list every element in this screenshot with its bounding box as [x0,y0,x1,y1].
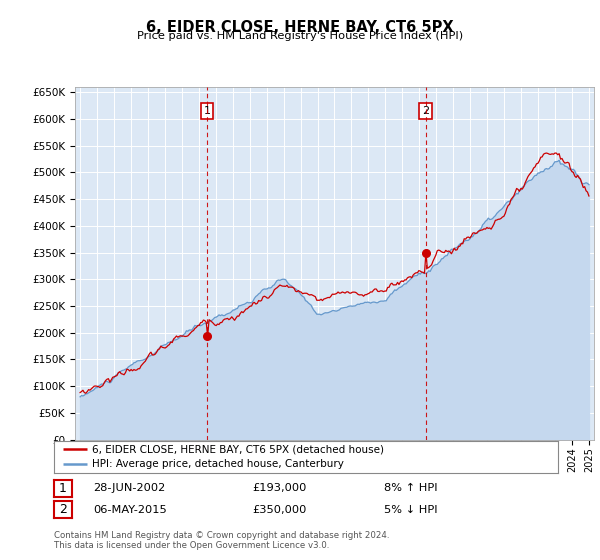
Text: 28-JUN-2002: 28-JUN-2002 [93,483,165,493]
Text: HPI: Average price, detached house, Canterbury: HPI: Average price, detached house, Cant… [92,459,344,469]
Text: 1: 1 [59,482,67,495]
Text: Price paid vs. HM Land Registry's House Price Index (HPI): Price paid vs. HM Land Registry's House … [137,31,463,41]
Text: 2: 2 [59,503,67,516]
Text: 06-MAY-2015: 06-MAY-2015 [93,505,167,515]
Text: 6, EIDER CLOSE, HERNE BAY, CT6 5PX: 6, EIDER CLOSE, HERNE BAY, CT6 5PX [146,20,454,35]
Text: £350,000: £350,000 [252,505,307,515]
Text: 8% ↑ HPI: 8% ↑ HPI [384,483,437,493]
Text: 5% ↓ HPI: 5% ↓ HPI [384,505,437,515]
Text: £193,000: £193,000 [252,483,307,493]
Text: 1: 1 [203,106,211,116]
Text: 6, EIDER CLOSE, HERNE BAY, CT6 5PX (detached house): 6, EIDER CLOSE, HERNE BAY, CT6 5PX (deta… [92,445,384,455]
Text: Contains HM Land Registry data © Crown copyright and database right 2024.
This d: Contains HM Land Registry data © Crown c… [54,531,389,550]
Text: 2: 2 [422,106,429,116]
